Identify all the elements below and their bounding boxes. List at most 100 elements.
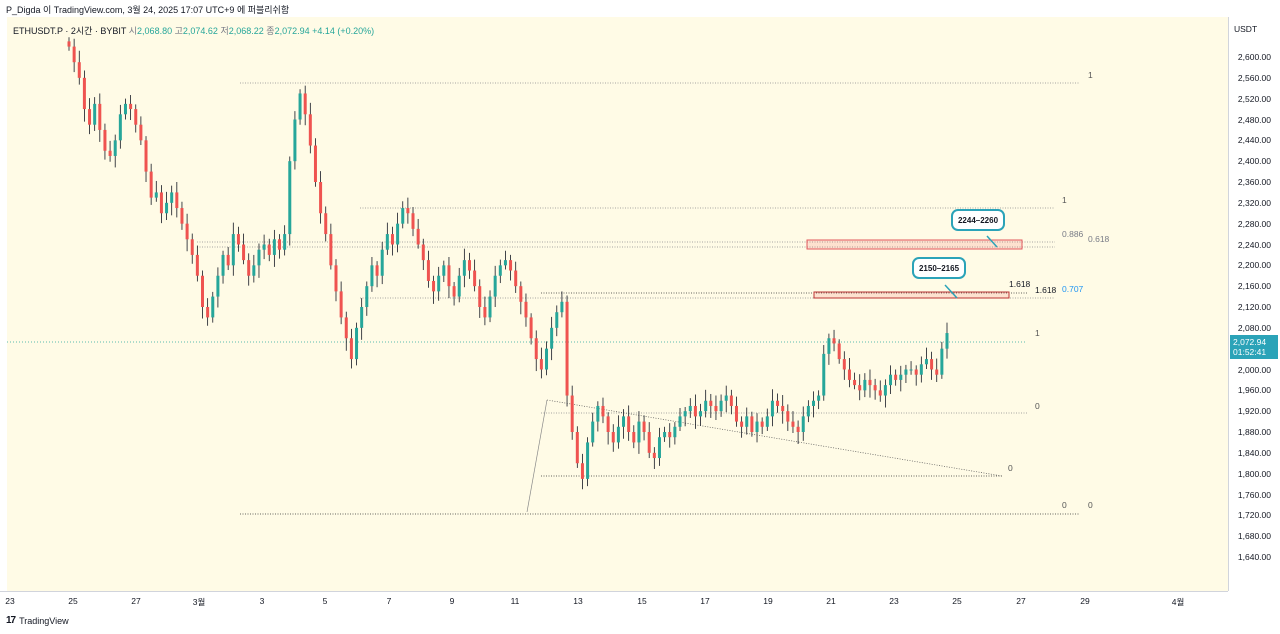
candle-body xyxy=(868,379,872,386)
candle-body xyxy=(77,62,81,78)
candle-body xyxy=(580,463,584,479)
candle-body xyxy=(144,140,148,172)
candle-body xyxy=(159,192,163,214)
candle-body xyxy=(791,421,795,427)
price-tick: 1,720.00 xyxy=(1237,510,1271,521)
candlestick-chart[interactable] xyxy=(7,17,1228,591)
candle-body xyxy=(483,307,487,318)
candle-body xyxy=(370,265,374,287)
time-tick: 25 xyxy=(952,596,962,606)
price-tick: 2,520.00 xyxy=(1237,93,1271,104)
candle-body xyxy=(693,405,697,417)
candle-body xyxy=(760,421,764,427)
candle-body xyxy=(488,296,492,318)
time-tick: 19 xyxy=(763,596,773,606)
candle-body xyxy=(806,405,810,417)
open-value: 2,068.80 xyxy=(137,26,173,36)
price-tick: 2,000.00 xyxy=(1237,364,1271,375)
candle-body xyxy=(462,260,466,276)
candle-body xyxy=(924,359,928,365)
candle-body xyxy=(755,421,759,432)
time-tick: 4월 xyxy=(1171,597,1185,607)
time-tick: 13 xyxy=(573,596,583,606)
footer-branding[interactable]: 17 TradingView xyxy=(6,615,69,626)
candle-body xyxy=(406,208,410,214)
candle-body xyxy=(165,202,169,214)
fib-label-c1618: 1.618 xyxy=(1009,279,1031,289)
symbol-legend[interactable]: ETHUSDT.P · 2시간 · BYBIT 시2,068.80 고2,074… xyxy=(13,26,375,36)
publish-info: P_Digda 이 TradingView.com, 3월 24, 2025 1… xyxy=(6,5,290,15)
candle-body xyxy=(570,395,574,432)
candle-body xyxy=(375,265,379,276)
candle-body xyxy=(416,228,420,245)
candle-body xyxy=(360,307,364,328)
callout-lower-zone[interactable]: 2150–2165 xyxy=(912,257,966,279)
candle-body xyxy=(699,411,703,417)
price-tick: 2,560.00 xyxy=(1237,72,1271,83)
candle-body xyxy=(339,291,343,318)
zone-2244-2260 xyxy=(806,239,1023,250)
candle-body xyxy=(385,234,389,250)
candle-body xyxy=(509,260,513,271)
time-axis[interactable]: 23 25 27 3월 3 5 7 9 11 13 15 17 19 21 23 25 27 29 4월 xyxy=(0,591,1228,612)
candle-body xyxy=(622,416,626,427)
candle-body xyxy=(503,260,507,266)
candle-body xyxy=(288,161,292,235)
candle-body xyxy=(781,405,785,412)
candle-body xyxy=(714,405,718,412)
candle-body xyxy=(770,400,774,417)
candle-body xyxy=(303,93,307,115)
price-tick: 2,360.00 xyxy=(1237,177,1271,187)
candle-body xyxy=(776,400,780,406)
price-tick: 2,320.00 xyxy=(1237,197,1271,208)
price-tick: 1,960.00 xyxy=(1237,385,1271,396)
candle-body xyxy=(560,301,564,313)
candle-body xyxy=(678,416,682,427)
candle-body xyxy=(190,239,194,255)
fib-label-d1618: 1.618 xyxy=(1035,285,1057,295)
candle-body xyxy=(175,192,179,209)
candle-body xyxy=(308,114,312,146)
candle-body xyxy=(88,109,92,125)
candle-body xyxy=(524,301,528,318)
candle-body xyxy=(365,286,369,307)
candle-body xyxy=(611,432,615,443)
candle-body xyxy=(242,244,246,261)
candle-body xyxy=(647,432,651,453)
candle-body xyxy=(478,286,482,307)
candle-body xyxy=(67,41,71,47)
last-price-value: 2,072.94 xyxy=(1233,337,1267,347)
time-tick: 27 xyxy=(131,596,141,606)
price-tick: 1,800.00 xyxy=(1237,468,1271,479)
candle-body xyxy=(765,416,769,427)
price-axis[interactable]: USDT 2,600.00 2,560.00 2,520.00 2,480.00 2,4… xyxy=(1228,17,1280,591)
candle-body xyxy=(498,265,502,276)
candle-body xyxy=(919,364,923,375)
candle-body xyxy=(493,275,497,297)
candle-body xyxy=(118,114,122,141)
candle-body xyxy=(231,234,235,266)
candle-body xyxy=(586,442,590,479)
price-tick: 1,760.00 xyxy=(1237,489,1271,500)
callout-upper-zone[interactable]: 2244–2260 xyxy=(951,209,1005,231)
candle-body xyxy=(822,353,826,396)
candle-body xyxy=(668,432,672,438)
candle-body xyxy=(206,307,210,318)
fib-label-e1: 1 xyxy=(1035,328,1040,338)
price-tick: 1,920.00 xyxy=(1237,406,1271,417)
chart-pane[interactable]: ETHUSDT.P · 2시간 · BYBIT 시2,068.80 고2,074… xyxy=(7,17,1228,591)
time-tick: 17 xyxy=(700,596,710,606)
candle-body xyxy=(334,265,338,292)
candle-body xyxy=(452,286,456,297)
candle-body xyxy=(550,327,554,349)
candle-body xyxy=(473,270,477,287)
candle-body xyxy=(180,208,184,224)
candle-body xyxy=(842,359,846,370)
candle-body xyxy=(704,400,708,412)
candle-body xyxy=(632,432,636,443)
candle-body xyxy=(442,265,446,276)
currency-label: USDT xyxy=(1234,24,1258,34)
candle-body xyxy=(734,405,738,422)
time-tick: 27 xyxy=(1016,596,1026,606)
candle-body xyxy=(724,395,728,401)
